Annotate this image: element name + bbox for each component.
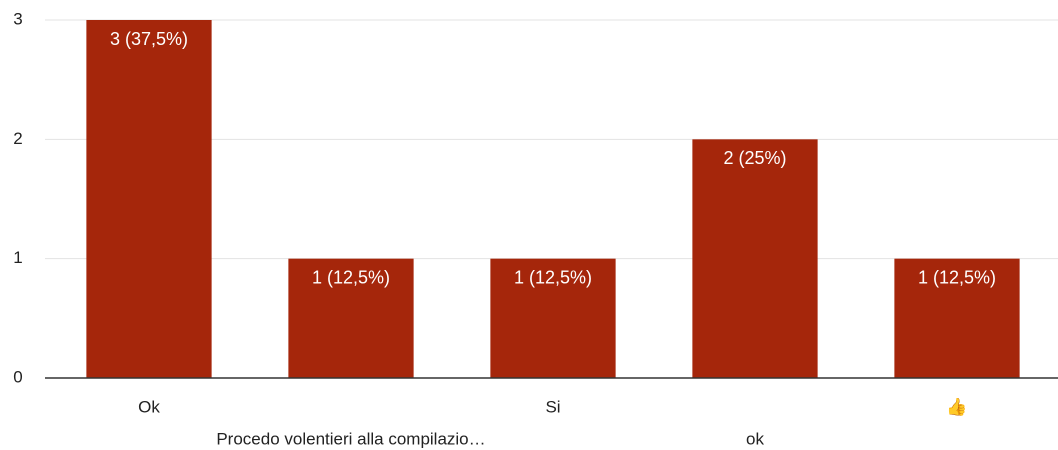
x-tick-label: Procedo volentieri alla compilazio…: [216, 429, 485, 448]
y-tick-label: 0: [13, 367, 22, 386]
x-tick-label: Si: [545, 397, 560, 416]
y-tick-label: 1: [13, 248, 22, 267]
x-tick-label: ok: [746, 429, 764, 448]
bar: [894, 258, 1020, 378]
x-tick-label: 👍: [946, 396, 967, 416]
y-tick-label: 2: [13, 129, 22, 148]
data-label: 1 (12,5%): [514, 267, 592, 287]
bar: [692, 139, 818, 378]
data-label: 2 (25%): [723, 148, 786, 168]
data-label: 1 (12,5%): [918, 267, 996, 287]
bar: [490, 258, 616, 378]
bar: [86, 20, 212, 378]
x-tick-label: Ok: [138, 397, 160, 416]
data-label: 3 (37,5%): [110, 29, 188, 49]
bar: [288, 258, 414, 378]
y-tick-label: 3: [13, 9, 22, 28]
data-label: 1 (12,5%): [312, 267, 390, 287]
